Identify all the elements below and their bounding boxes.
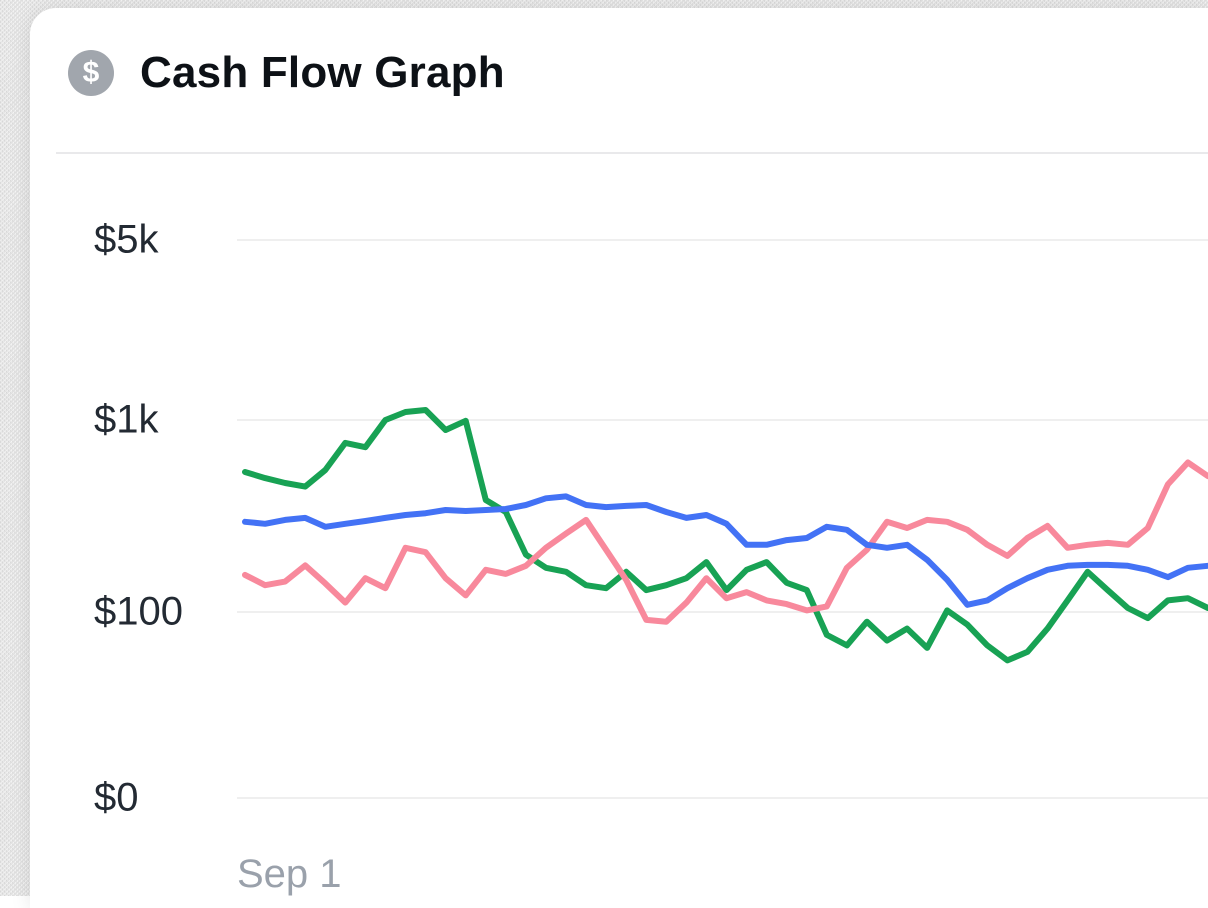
- cash-flow-chart-area: $5k $1k $100 $0 Sep 1: [30, 8, 1208, 908]
- green-line: [242, 407, 1208, 664]
- blue-line: [242, 493, 1208, 608]
- card-header: $ Cash Flow Graph: [68, 48, 505, 98]
- y-axis-label-1k: $1k: [94, 397, 159, 442]
- y-axis-label-100: $100: [94, 589, 183, 634]
- y-axis-label-5k: $5k: [94, 217, 159, 262]
- x-axis-label-sep1: Sep 1: [237, 852, 342, 896]
- cash-flow-chart: [237, 239, 1208, 799]
- header-divider: [56, 152, 1208, 154]
- pink-line: [242, 459, 1208, 625]
- dollar-circle-icon: $: [68, 50, 114, 96]
- dollar-glyph: $: [82, 56, 100, 89]
- cash-flow-card: $ Cash Flow Graph $5k $1k $100 $0 Sep 1: [30, 8, 1208, 908]
- y-axis-label-0: $0: [94, 775, 139, 820]
- card-title: Cash Flow Graph: [140, 48, 505, 97]
